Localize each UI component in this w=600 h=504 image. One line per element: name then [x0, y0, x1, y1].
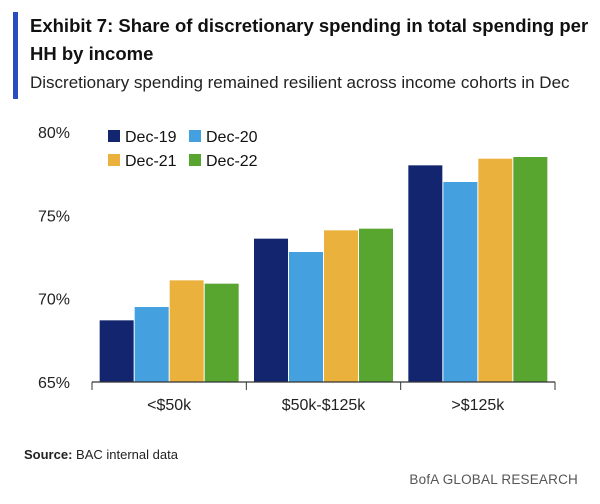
x-tick-label: >$125k: [451, 397, 505, 414]
bar: [204, 283, 239, 382]
bar: [513, 157, 548, 382]
chart-subtitle: Discretionary spending remained resilien…: [30, 73, 570, 92]
legend-swatch: [189, 130, 201, 142]
accent-bar: [13, 12, 18, 99]
bar: [254, 238, 288, 382]
bar: [443, 182, 478, 382]
bar: [324, 230, 358, 382]
legend-swatch: [108, 154, 120, 166]
x-tick-label: $50k-$125k: [282, 397, 367, 414]
brand-label: BofA GLOBAL RESEARCH: [409, 472, 578, 487]
chart-title: Exhibit 7: Share of discretionary spendi…: [30, 15, 589, 64]
x-tick-label: <$50k: [147, 397, 192, 414]
y-tick-label: 70%: [38, 292, 70, 309]
bar: [134, 307, 169, 382]
legend-swatch: [189, 154, 201, 166]
source-label: Source:: [24, 447, 73, 462]
legend-swatch: [108, 130, 120, 142]
legend-label: Dec-22: [206, 153, 258, 170]
bar: [169, 280, 204, 382]
legend-label: Dec-20: [206, 129, 258, 146]
bar: [408, 165, 443, 382]
bar: [99, 320, 134, 382]
bar-chart: 65% 70% 75% 80% <$50k $50k-$125k >$125k Dec-19 D…: [38, 125, 556, 414]
bar: [289, 252, 323, 382]
bar: [478, 158, 513, 382]
source-text: BAC internal data: [76, 447, 178, 462]
legend-label: Dec-21: [125, 153, 177, 170]
y-tick-label: 80%: [38, 125, 70, 142]
legend-label: Dec-19: [125, 129, 177, 146]
y-tick-label: 65%: [38, 375, 70, 392]
y-tick-label: 75%: [38, 208, 70, 225]
source-note: Source: BAC internal data: [24, 447, 178, 462]
bar: [359, 228, 393, 382]
